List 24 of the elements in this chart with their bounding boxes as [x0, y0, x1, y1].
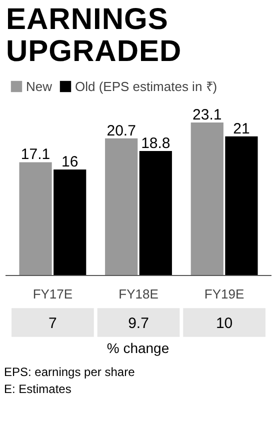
bar	[139, 150, 172, 276]
text: 9.7	[128, 315, 149, 332]
x-tick-label: FY19E	[204, 286, 245, 302]
legend-label: New	[26, 78, 52, 94]
bar	[19, 162, 52, 276]
legend-label: Old (EPS estimates in ₹)	[75, 78, 218, 95]
text: 7	[48, 315, 57, 332]
text: 10	[216, 315, 233, 332]
chart-title: EARNINGS UPGRADED	[6, 3, 183, 68]
bar	[54, 170, 86, 276]
text: % change	[106, 339, 170, 358]
data-label: 16	[62, 154, 78, 171]
bar	[190, 122, 224, 276]
bar	[225, 136, 258, 276]
data-label: 20.7	[106, 122, 136, 140]
data-label: 23.1	[192, 106, 222, 124]
data-label: 21	[233, 120, 250, 138]
data-label: 18.8	[141, 134, 170, 152]
bar	[105, 138, 138, 276]
x-tick-label: FY17E	[32, 286, 73, 302]
text: EPS: earnings per share	[4, 365, 135, 379]
x-tick-label: FY18E	[118, 286, 159, 302]
text: E: Estimates	[4, 382, 72, 396]
data-label: 17.1	[20, 146, 50, 164]
